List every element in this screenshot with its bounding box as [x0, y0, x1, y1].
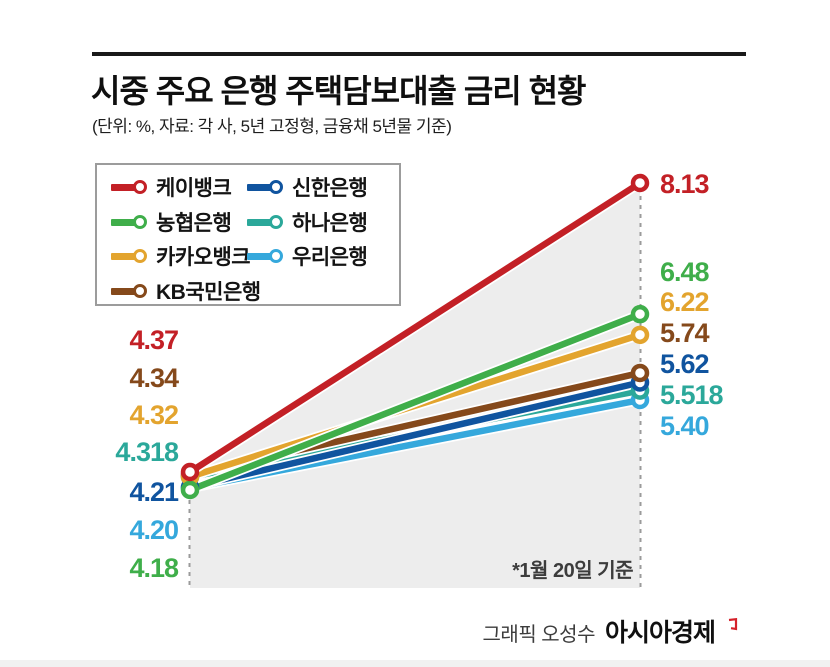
end-value-농협은행: 6.48: [660, 256, 710, 287]
legend-marker-ring: [133, 249, 147, 264]
bottom-edge-strip: [0, 660, 830, 667]
end-value-케이뱅크: 8.13: [660, 168, 710, 199]
legend-item-하나은행: 하나은행: [247, 205, 368, 240]
series-end-point-농협은행: [630, 304, 650, 324]
legend-line-marker-icon: [247, 180, 283, 195]
series-start-point-케이뱅크: [180, 462, 200, 482]
graphic-credit: 그래픽 오성수: [482, 624, 596, 646]
brand-name: 아시아경제: [604, 619, 716, 647]
legend-marker-bar: [111, 218, 136, 226]
start-value-케이뱅크: 4.37: [129, 324, 179, 355]
legend-item-케이뱅크: 케이뱅크: [111, 170, 261, 205]
date-note: *1월 20일 기준: [512, 560, 633, 582]
legend-item-신한은행: 신한은행: [247, 170, 368, 205]
legend-item-label: 농협은행: [156, 211, 232, 235]
series-end-point-카카오뱅크: [630, 325, 650, 345]
legend-marker-bar: [111, 253, 136, 261]
series-line-농협은행: [186, 310, 644, 494]
legend-item-label: KB국민은행: [156, 280, 261, 304]
legend-marker-ring: [133, 180, 147, 195]
legend-line-marker-icon: [247, 214, 283, 229]
legend-item-카카오뱅크: 카카오뱅크: [111, 239, 261, 274]
end-value-KB국민은행: 5.74: [660, 317, 710, 348]
legend-marker-ring: [133, 214, 147, 229]
series-start-point-농협은행: [180, 480, 200, 500]
footer: 그래픽 오성수 아시아경제: [483, 613, 738, 649]
legend-line-marker-icon: [111, 249, 147, 264]
shaded-area: [190, 183, 640, 588]
page-subtitle: (단위: %, 자료: 각 사, 5년 고정형, 금융채 5년물 기준): [92, 117, 452, 136]
legend-line-marker-icon: [247, 249, 283, 264]
legend-line-marker-icon: [111, 283, 147, 298]
start-value-농협은행: 4.18: [129, 552, 179, 583]
series-end-point-케이뱅크: [630, 173, 650, 193]
series-line-케이뱅크: [186, 179, 644, 476]
start-value-카카오뱅크: 4.32: [129, 399, 179, 430]
end-value-카카오뱅크: 6.22: [660, 287, 710, 317]
legend-marker-bar: [247, 218, 272, 226]
legend-line-marker-icon: [111, 180, 147, 195]
start-value-KB국민은행: 4.34: [129, 362, 179, 393]
legend-item-label: 하나은행: [292, 211, 368, 235]
series-line-신한은행: [186, 379, 644, 491]
legend-marker-ring: [269, 214, 283, 229]
legend-marker-ring: [133, 283, 147, 298]
brand-logo-icon: [728, 618, 738, 631]
legend-marker-ring: [269, 249, 283, 264]
page-title: 시중 주요 은행 주택담보대출 금리 현황: [91, 73, 586, 109]
legend-item-label: 우리은행: [292, 246, 368, 270]
start-value-하나은행: 4.318: [115, 436, 179, 467]
legend-item-농협은행: 농협은행: [111, 205, 261, 240]
legend-item-label: 신한은행: [292, 177, 368, 201]
top-rule: [92, 52, 746, 56]
legend-item-label: 카카오뱅크: [156, 246, 251, 270]
legend-item-우리은행: 우리은행: [247, 239, 368, 274]
legend-marker-ring: [269, 180, 283, 195]
legend-marker-bar: [247, 184, 272, 192]
end-value-하나은행: 5.518: [660, 379, 724, 410]
legend-marker-bar: [111, 287, 136, 295]
start-value-신한은행: 4.21: [129, 476, 179, 507]
series-end-point-KB국민은행: [630, 363, 650, 383]
legend-line-marker-icon: [111, 214, 147, 229]
end-value-우리은행: 5.40: [660, 410, 710, 441]
legend-marker-bar: [111, 184, 136, 192]
legend-item-KB국민은행: KB국민은행: [111, 274, 261, 309]
legend-item-label: 케이뱅크: [156, 177, 232, 201]
end-value-신한은행: 5.62: [660, 348, 710, 379]
legend-marker-bar: [247, 253, 272, 261]
start-value-우리은행: 4.20: [129, 514, 179, 545]
